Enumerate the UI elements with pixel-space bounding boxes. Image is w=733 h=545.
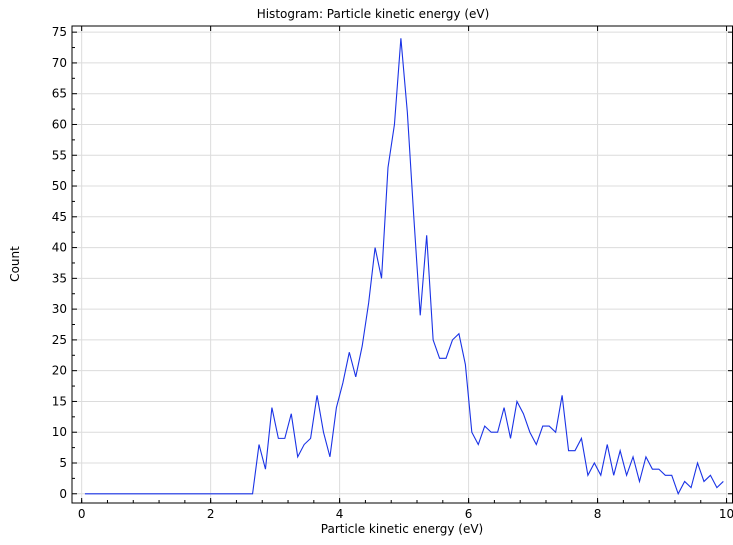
y-tick-label: 5	[59, 456, 67, 470]
chart-title: Histogram: Particle kinetic energy (eV)	[257, 7, 490, 21]
y-tick-label: 35	[52, 271, 67, 285]
y-tick-label: 60	[52, 117, 67, 131]
y-tick-label: 50	[52, 179, 67, 193]
y-axis-label: Count	[8, 246, 22, 282]
y-tick-label: 20	[52, 364, 67, 378]
y-tick-label: 65	[52, 87, 67, 101]
y-tick-label: 40	[52, 241, 67, 255]
grid-lines	[72, 26, 733, 503]
x-tick-label: 4	[336, 507, 344, 521]
y-tick-label: 25	[52, 333, 67, 347]
y-tick-label: 10	[52, 425, 67, 439]
plot-frame	[72, 26, 733, 503]
axes: 0 5 10 15 20 25 30 35 40 45 50 55 60 65 70 75 0 2 4 6 8 10	[52, 25, 733, 521]
series-layer	[85, 38, 723, 493]
y-tick-label: 75	[52, 25, 67, 39]
x-axis-label: Particle kinetic energy (eV)	[321, 522, 483, 536]
y-tick-label: 55	[52, 148, 67, 162]
series-line	[85, 38, 723, 493]
x-tick-label: 8	[594, 507, 602, 521]
x-tick-label: 6	[465, 507, 473, 521]
y-tick-label: 0	[59, 487, 67, 501]
x-tick-label: 2	[207, 507, 215, 521]
y-tick-label: 15	[52, 394, 67, 408]
x-tick-label: 0	[78, 507, 86, 521]
y-tick-label: 45	[52, 210, 67, 224]
y-tick-label: 30	[52, 302, 67, 316]
x-tick-label: 10	[719, 507, 733, 521]
y-tick-label: 70	[52, 56, 67, 70]
